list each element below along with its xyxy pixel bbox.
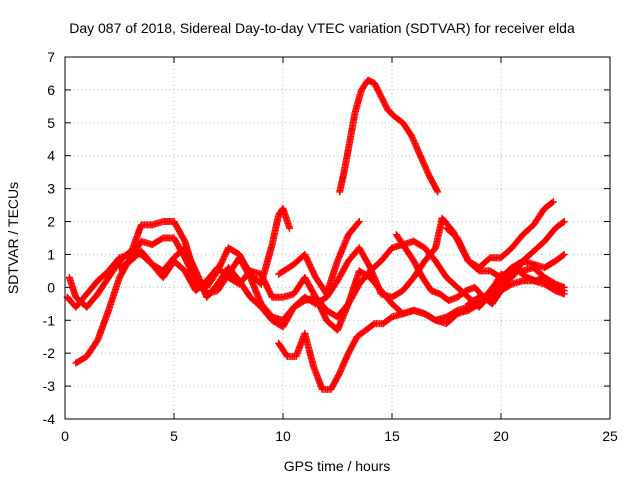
y-tick-label: 2 xyxy=(47,214,55,230)
chart-title: Day 087 of 2018, Sidereal Day-to-day VTE… xyxy=(69,20,575,36)
y-tick-label: 3 xyxy=(47,181,55,197)
x-axis-label: GPS time / hours xyxy=(284,458,391,474)
series-track-6 xyxy=(336,76,442,196)
data-point xyxy=(560,250,568,258)
data-point xyxy=(434,188,442,196)
y-tick-label: -4 xyxy=(43,411,56,427)
x-tick-label: 25 xyxy=(602,428,618,444)
x-tick-label: 5 xyxy=(170,428,178,444)
data-point xyxy=(549,198,557,206)
x-tick-label: 20 xyxy=(493,428,509,444)
series-track-5 xyxy=(275,218,363,298)
y-tick-label: 4 xyxy=(47,148,55,164)
data-point xyxy=(286,224,294,232)
y-tick-label: 7 xyxy=(47,49,55,65)
data-point xyxy=(560,218,568,226)
data-point xyxy=(433,187,441,195)
data-point xyxy=(559,251,567,259)
series-track-10 xyxy=(464,250,568,308)
plot-border xyxy=(64,56,611,420)
data-series xyxy=(63,76,568,393)
y-tick-label: -1 xyxy=(43,312,56,328)
y-tick-label: 5 xyxy=(47,115,55,131)
x-tick-label: 15 xyxy=(384,428,400,444)
y-tick-label: 0 xyxy=(47,279,55,295)
data-point xyxy=(559,218,567,226)
x-tick-label: 0 xyxy=(61,428,69,444)
y-tick-label: -3 xyxy=(43,378,56,394)
y-tick-label: -2 xyxy=(43,345,56,361)
data-point xyxy=(560,287,568,295)
axis-ticks: 0 5 10 15 20 25 -4 -3 -2 -1 0 1 2 3 4 5 6 7 xyxy=(43,49,618,444)
y-tick-label: 6 xyxy=(47,82,55,98)
x-tick-label: 10 xyxy=(275,428,291,444)
data-point xyxy=(354,219,362,227)
y-tick-label: 1 xyxy=(47,246,55,262)
series-track-9 xyxy=(443,198,557,272)
y-axis-label: SDTVAR / TECUs xyxy=(5,182,21,294)
data-point xyxy=(548,199,556,207)
data-point xyxy=(355,218,363,226)
